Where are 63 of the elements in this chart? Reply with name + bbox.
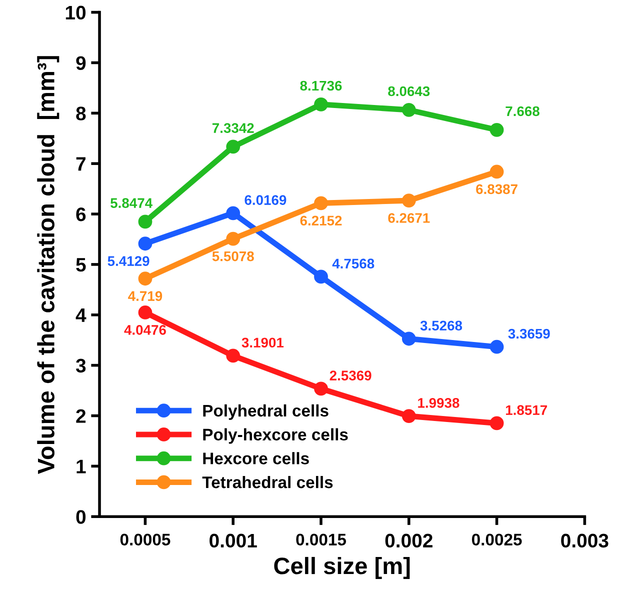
point xyxy=(138,236,152,251)
data-label: 6.2671 xyxy=(388,213,430,223)
x-tick-label: 0.002 xyxy=(385,534,432,548)
y-tick-label: 2 xyxy=(76,409,86,423)
data-label: 5.4129 xyxy=(108,256,150,266)
data-label: 6.0169 xyxy=(244,195,286,205)
data-label: 3.1901 xyxy=(242,338,284,348)
point xyxy=(490,164,504,179)
data-label: 8.0643 xyxy=(388,86,430,96)
y-tick-label: 0 xyxy=(76,510,86,524)
y-tick-label: 10 xyxy=(66,6,86,20)
y-tick-label: 5 xyxy=(76,258,86,272)
y-tick-label: 1 xyxy=(76,460,86,474)
point xyxy=(490,340,504,354)
point xyxy=(402,194,416,208)
y-tick-label: 3 xyxy=(76,358,86,373)
data-label: 4.719 xyxy=(128,291,162,301)
point xyxy=(226,140,240,154)
data-label: 6.8387 xyxy=(476,184,518,194)
data-label: 6.2152 xyxy=(300,216,342,226)
point xyxy=(138,214,152,229)
point xyxy=(402,409,416,423)
legend-label: Hexcore cells xyxy=(203,452,309,464)
point xyxy=(490,416,504,430)
point xyxy=(226,232,240,246)
data-label: 7.668 xyxy=(506,106,540,116)
data-label: 5.8474 xyxy=(110,198,152,208)
x-tick-label: 0.001 xyxy=(210,534,257,548)
y-tick-label: 9 xyxy=(76,56,86,70)
point xyxy=(314,97,328,112)
point xyxy=(138,272,152,286)
point xyxy=(226,348,240,363)
data-label: 3.5268 xyxy=(420,320,462,331)
x-tick-label: 0.0015 xyxy=(296,534,346,546)
data-label: 4.7568 xyxy=(332,258,374,269)
point xyxy=(314,196,328,210)
y-tick-label: 6 xyxy=(76,207,86,222)
data-label: 3.3659 xyxy=(508,328,550,339)
y-tick-label: 7 xyxy=(76,157,86,171)
data-label: 4.0476 xyxy=(124,325,166,335)
legend-label: Polyhedral cells xyxy=(203,404,328,420)
data-label: 1.8517 xyxy=(506,405,547,416)
x-tick-label: 0.0025 xyxy=(472,534,522,546)
point xyxy=(138,306,152,320)
data-label: 1.9938 xyxy=(418,398,460,408)
point xyxy=(314,270,328,284)
x-tick-label: 0.0005 xyxy=(120,534,170,546)
legend-label: Poly-hexcore cells xyxy=(203,428,348,444)
data-label: 5.5078 xyxy=(212,251,254,262)
point xyxy=(402,332,416,346)
legend-label: Tetrahedral cells xyxy=(202,476,333,488)
y-tick-label: 4 xyxy=(76,308,86,322)
point xyxy=(490,122,504,137)
y-axis-title: Volume of the cavitation cloud [mm³] xyxy=(37,56,60,474)
point xyxy=(402,102,416,117)
data-label: 8.1736 xyxy=(300,80,342,91)
x-tick-label: 0.003 xyxy=(561,534,608,548)
point xyxy=(226,206,240,220)
data-label: 7.3342 xyxy=(212,123,254,134)
data-label: 2.5369 xyxy=(330,370,372,380)
y-tick-label: 8 xyxy=(76,106,86,120)
x-axis-title: Cell size [m] xyxy=(274,556,410,579)
point xyxy=(314,382,328,396)
